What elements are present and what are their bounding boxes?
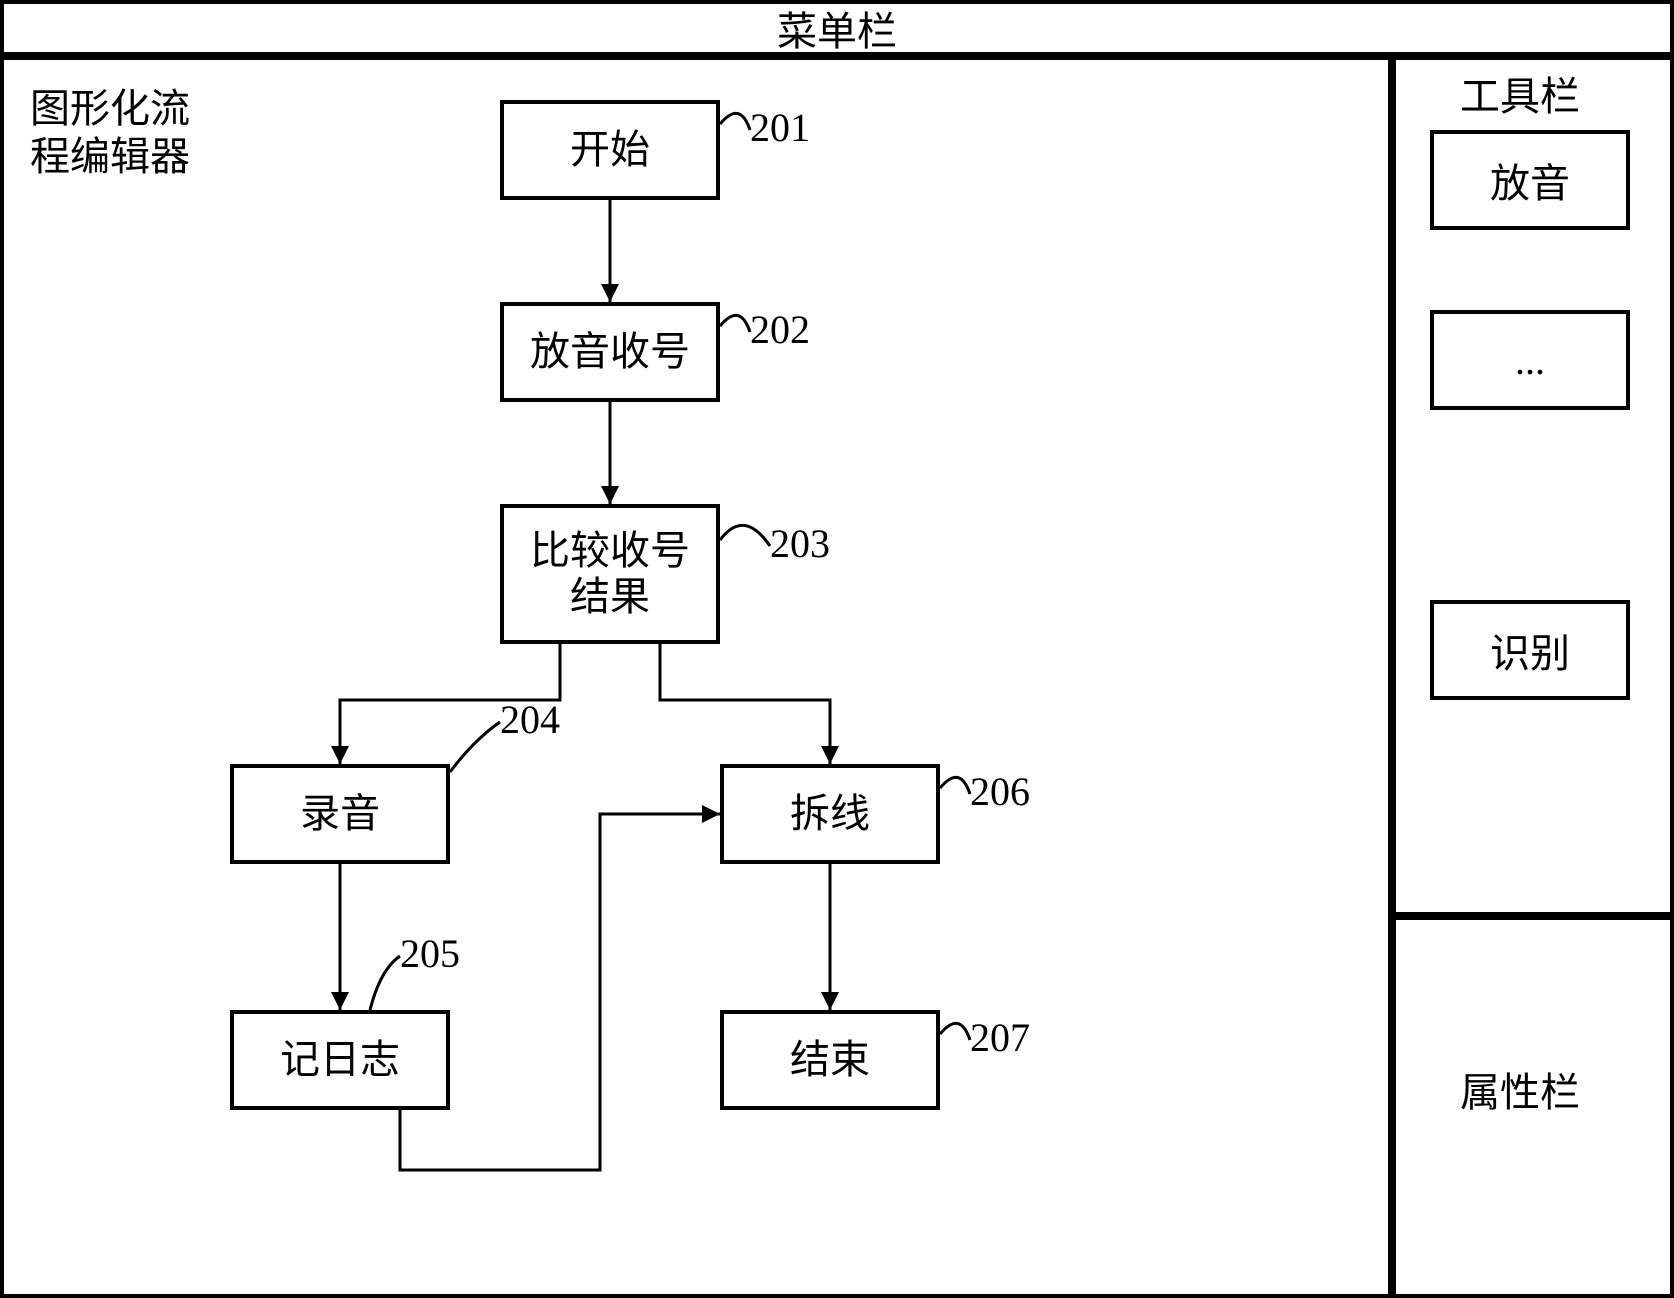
toolbox-item-label: 识别 <box>1490 621 1570 679</box>
toolbox-item-recognize[interactable]: 识别 <box>1430 600 1630 700</box>
flow-node-tag: 207 <box>970 1014 1030 1061</box>
editor-label-line2: 程编辑器 <box>30 124 190 182</box>
flow-node-label: 比较收号 结果 <box>530 528 690 620</box>
flow-node-tag: 206 <box>970 768 1030 815</box>
flow-node-label: 拆线 <box>790 791 870 837</box>
flow-node-tag: 203 <box>770 520 830 567</box>
flow-node-label: 录音 <box>300 791 380 837</box>
flow-node-n206[interactable]: 拆线 <box>720 764 940 864</box>
flow-node-tag: 204 <box>500 696 560 743</box>
flow-node-label: 记日志 <box>280 1037 400 1083</box>
flow-node-label: 结束 <box>790 1037 870 1083</box>
toolbox-item-label: 放音 <box>1490 151 1570 209</box>
toolbox-item-label: ... <box>1515 337 1545 384</box>
flow-node-label: 放音收号 <box>530 329 690 375</box>
flow-node-n204[interactable]: 录音 <box>230 764 450 864</box>
toolbox-label: 工具栏 <box>1460 64 1580 122</box>
flow-node-n205[interactable]: 记日志 <box>230 1010 450 1110</box>
flow-node-n202[interactable]: 放音收号 <box>500 302 720 402</box>
menubar-label: 菜单栏 <box>777 0 897 57</box>
toolbox-item-more[interactable]: ... <box>1430 310 1630 410</box>
flow-node-n207[interactable]: 结束 <box>720 1010 940 1110</box>
toolbox-item-play[interactable]: 放音 <box>1430 130 1630 230</box>
flow-node-tag: 202 <box>750 306 810 353</box>
flow-node-tag: 201 <box>750 104 810 151</box>
flow-node-n201[interactable]: 开始 <box>500 100 720 200</box>
propbar-label: 属性栏 <box>1460 1060 1580 1118</box>
editor-panel <box>0 56 1392 1298</box>
flow-node-tag: 205 <box>400 930 460 977</box>
flow-node-label: 开始 <box>570 127 650 173</box>
menubar: 菜单栏 <box>0 0 1674 56</box>
flow-node-n203[interactable]: 比较收号 结果 <box>500 504 720 644</box>
